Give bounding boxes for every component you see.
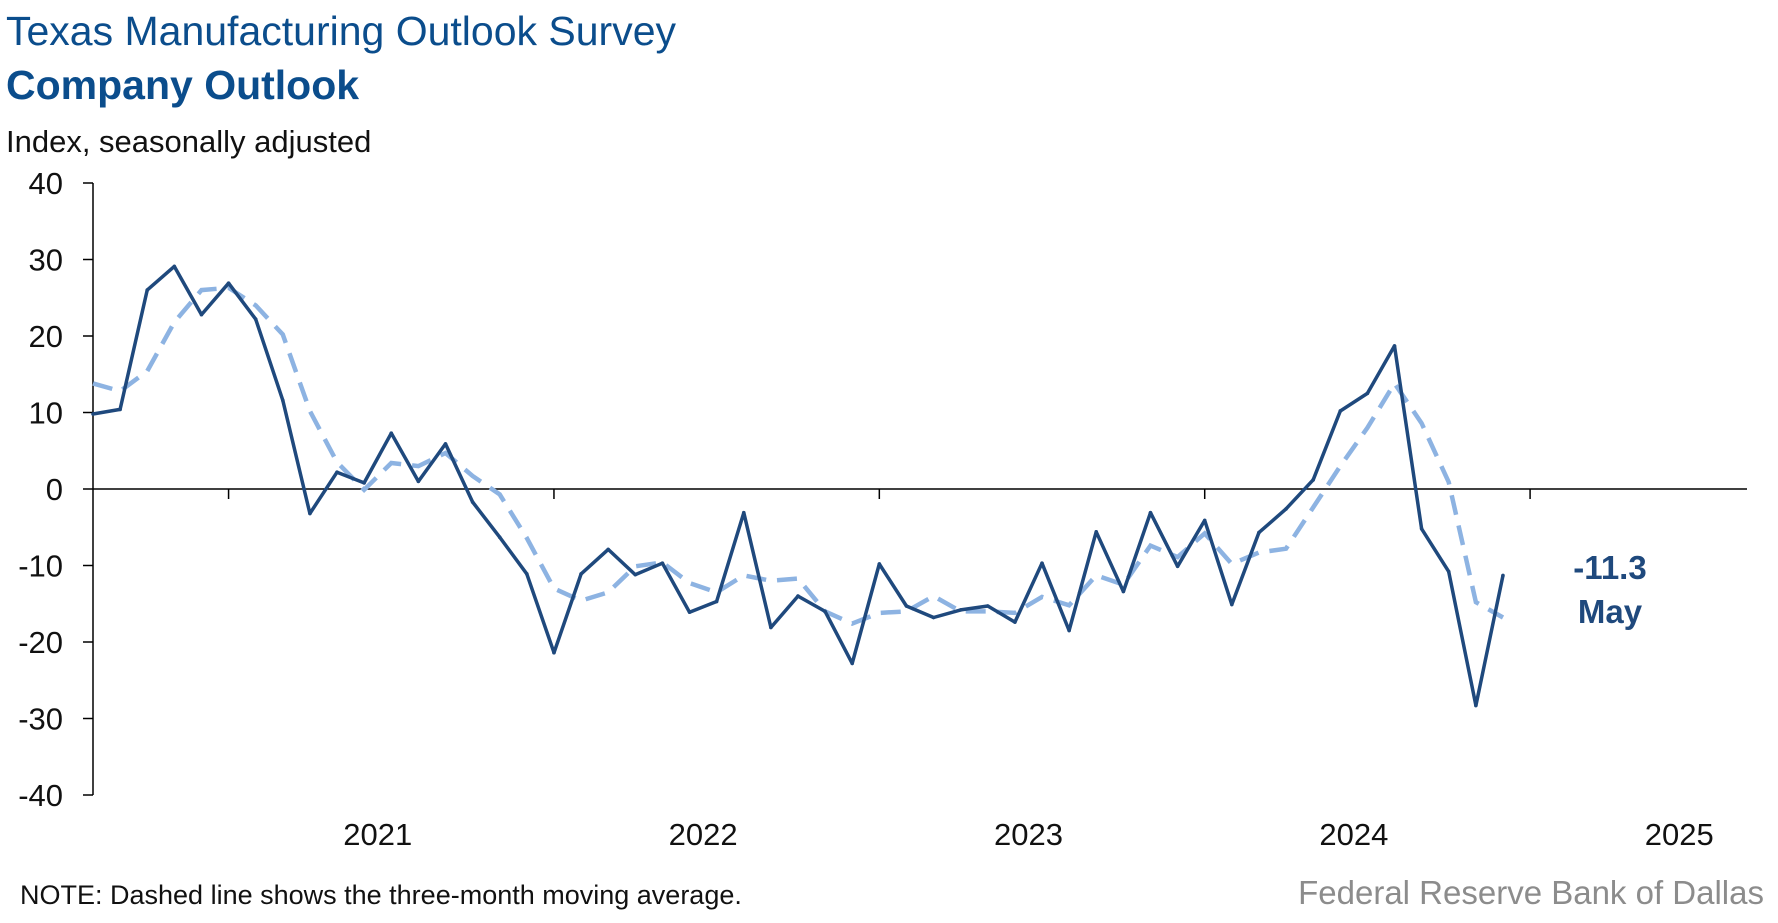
index-point (958, 608, 963, 612)
chart-subtitle: Company Outlook (6, 62, 360, 108)
index-point (1257, 530, 1261, 535)
index-point (497, 535, 502, 539)
index-point (281, 398, 285, 403)
chart-title: Texas Manufacturing Outlook Survey (6, 8, 676, 54)
index-point (199, 312, 204, 317)
moving-average-line (92, 285, 1505, 627)
index-point (579, 572, 583, 576)
index-point (769, 625, 773, 630)
index-point (877, 562, 882, 566)
index-point (145, 288, 150, 292)
index-point (1419, 526, 1424, 531)
index-point (91, 412, 95, 416)
index-point (1392, 344, 1397, 348)
y-tick-label: 30 (29, 243, 63, 278)
index-point (714, 599, 719, 604)
index-point (985, 604, 990, 608)
y-tick-label: 40 (29, 166, 63, 201)
y-tick-label: 0 (46, 472, 63, 507)
y-tick-label: -40 (18, 778, 63, 813)
index-point (1284, 507, 1288, 511)
index-point (1446, 569, 1451, 574)
index-point (308, 511, 312, 516)
index-point (1501, 573, 1505, 578)
index-point (606, 547, 610, 552)
index-point (253, 317, 258, 321)
index-point (470, 500, 475, 504)
index-point (796, 594, 800, 598)
index-point (1013, 620, 1017, 624)
index-point (1148, 510, 1153, 515)
index-point (633, 572, 638, 577)
y-tick-label: 10 (29, 396, 63, 431)
x-tick-label: 2021 (343, 817, 412, 852)
index-point (823, 609, 827, 614)
index-point (416, 479, 421, 484)
index-point (362, 481, 366, 485)
index-point (1338, 409, 1343, 413)
index-point (660, 561, 665, 566)
index-point (226, 281, 231, 286)
index-point (1175, 564, 1180, 569)
index-point (1311, 478, 1315, 482)
index-point (850, 661, 855, 666)
chart-note: NOTE: Dashed line shows the three-month … (20, 880, 742, 910)
y-tick-label: -10 (18, 549, 63, 584)
y-axis-tick-labels: 40 30 20 10 0 -10 -20 -30 -40 (18, 166, 63, 813)
index-point (687, 610, 692, 614)
x-tick-label: 2023 (994, 817, 1063, 852)
y-tick-label: 20 (29, 319, 63, 354)
x-axis-ticks (227, 489, 1531, 499)
index-point (1474, 703, 1478, 708)
latest-value-label: -11.3 (1573, 549, 1646, 586)
index-point (1040, 561, 1044, 566)
latest-month-label: May (1578, 593, 1643, 630)
index-point (525, 572, 529, 576)
index-point (741, 510, 746, 515)
index-point (1365, 391, 1370, 396)
company-outlook-index-line (92, 264, 1505, 708)
x-tick-label: 2025 (1645, 817, 1714, 852)
index-point (1230, 602, 1234, 607)
x-axis-tick-labels: 2021 2022 2023 2024 2025 (343, 817, 1713, 852)
data-points (91, 264, 1505, 708)
index-point (1067, 628, 1071, 633)
index-point (172, 264, 177, 269)
x-tick-label: 2022 (669, 817, 738, 852)
index-point (552, 650, 556, 655)
index-point (1121, 589, 1126, 594)
index-point (443, 442, 448, 446)
chart-source: Federal Reserve Bank of Dallas (1298, 874, 1764, 911)
index-point (118, 407, 122, 412)
index-point (904, 604, 909, 608)
y-axis-unit-label: Index, seasonally adjusted (6, 124, 372, 159)
y-tick-label: -20 (18, 625, 63, 660)
index-point (335, 470, 339, 474)
index-point (1094, 530, 1099, 534)
index-point (389, 431, 394, 435)
index-point (1202, 518, 1207, 523)
y-axis-ticks (83, 182, 93, 796)
y-tick-label: -30 (18, 702, 63, 737)
x-tick-label: 2024 (1319, 817, 1388, 852)
index-point (931, 615, 936, 620)
